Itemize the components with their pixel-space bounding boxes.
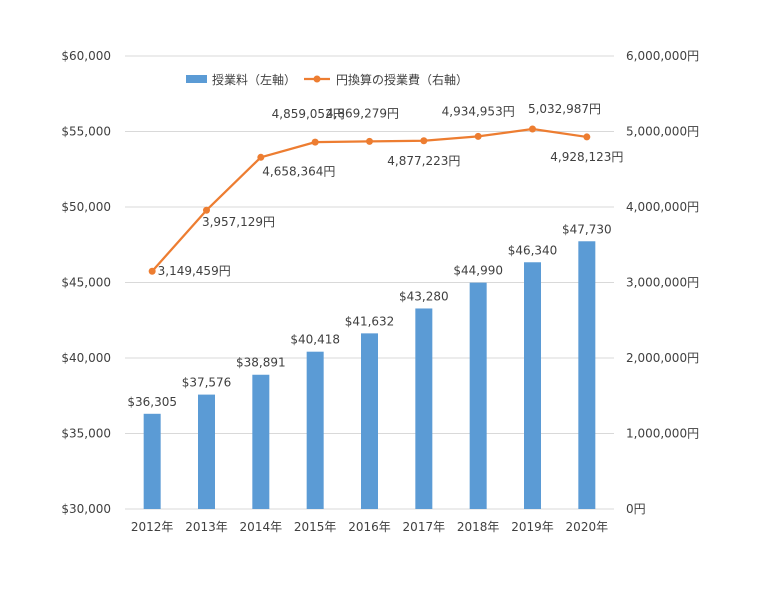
x-axis-tick-label: 2013年: [185, 520, 228, 534]
bar: [415, 308, 433, 509]
left-axis-tick-label: $35,000: [61, 427, 111, 441]
left-axis-tick-label: $45,000: [61, 276, 111, 290]
bar-series: [143, 241, 596, 510]
line-point: [529, 125, 536, 133]
bar-data-label: $44,990: [453, 264, 503, 278]
bar-data-label: $41,632: [345, 314, 395, 328]
line-data-label: 4,859,052円: [272, 107, 345, 121]
line-data-label: 4,928,123円: [550, 150, 623, 164]
line-data-label: 3,957,129円: [202, 215, 275, 229]
bar-data-label: $40,418: [290, 333, 340, 347]
bar: [306, 351, 324, 509]
line-point: [420, 137, 428, 145]
legend: 授業料（左軸） 円換算の授業費（右軸）: [186, 72, 468, 87]
left-axis-tick-label: $40,000: [61, 351, 111, 365]
line-point: [583, 133, 591, 141]
right-axis-tick-label: 4,000,000円: [626, 200, 699, 214]
bar-data-label: $46,340: [508, 243, 558, 257]
legend-label-line: 円換算の授業費（右軸）: [336, 72, 468, 87]
legend-swatch-bar: [186, 75, 207, 83]
bar-data-label: $36,305: [127, 395, 177, 409]
line-data-label: 4,934,953円: [442, 104, 515, 118]
right-axis-tick-label: 0円: [626, 502, 646, 516]
line-point: [148, 267, 156, 275]
x-axis-tick-label: 2018年: [457, 520, 500, 534]
line-data-label: 4,877,223円: [387, 154, 460, 168]
left-axis-tick-label: $50,000: [61, 200, 111, 214]
data-labels: $36,305 $37,576 $38,891 $40,418 $41,632 $43,2…: [127, 102, 623, 409]
line-point: [474, 132, 482, 140]
bar-data-label: $38,891: [236, 356, 286, 370]
left-axis-tick-label: $30,000: [61, 502, 111, 516]
x-axis-tick-label: 2016年: [348, 520, 391, 534]
x-axis-tick-label: 2020年: [566, 520, 609, 534]
line-data-label: 5,032,987円: [528, 102, 601, 116]
left-axis-tick-label: $55,000: [61, 125, 111, 139]
line-point: [366, 137, 373, 145]
bar-data-label: $47,730: [562, 222, 612, 236]
legend-label-bar: 授業料（左軸）: [212, 72, 296, 87]
bar: [361, 333, 378, 509]
x-axis-tick-label: 2012年: [131, 520, 174, 534]
bar: [578, 241, 596, 510]
line-data-label: 4,869,279円: [326, 106, 399, 120]
line-series: [148, 125, 591, 275]
right-axis-tick-label: 2,000,000円: [626, 351, 699, 365]
right-axis-tick-label: 5,000,000円: [626, 125, 699, 139]
bar-data-label: $37,576: [182, 376, 232, 390]
bar: [524, 262, 541, 509]
bar: [198, 394, 215, 509]
right-axis-tick-label: 1,000,000円: [626, 427, 699, 441]
legend-swatch-marker: [313, 75, 321, 83]
axes: $30,000 $35,000 $40,000 $45,000 $50,000 $55,0…: [61, 49, 699, 534]
line-data-label: 4,658,364円: [262, 164, 335, 178]
right-axis-tick-label: 6,000,000円: [626, 49, 699, 63]
left-axis-tick-label: $60,000: [61, 49, 111, 63]
bar-data-label: $43,280: [399, 289, 449, 303]
line-point: [311, 138, 319, 146]
x-axis-tick-label: 2019年: [511, 520, 554, 534]
right-axis-tick-label: 3,000,000円: [626, 276, 699, 290]
bar: [469, 282, 487, 509]
line-point: [257, 153, 265, 161]
x-axis-tick-label: 2015年: [294, 520, 337, 534]
bar: [143, 413, 161, 509]
x-axis-tick-label: 2017年: [403, 520, 446, 534]
x-axis-tick-label: 2014年: [240, 520, 283, 534]
line-point: [203, 206, 210, 214]
bar: [252, 374, 270, 509]
line-data-label: 3,149,459円: [158, 264, 231, 278]
